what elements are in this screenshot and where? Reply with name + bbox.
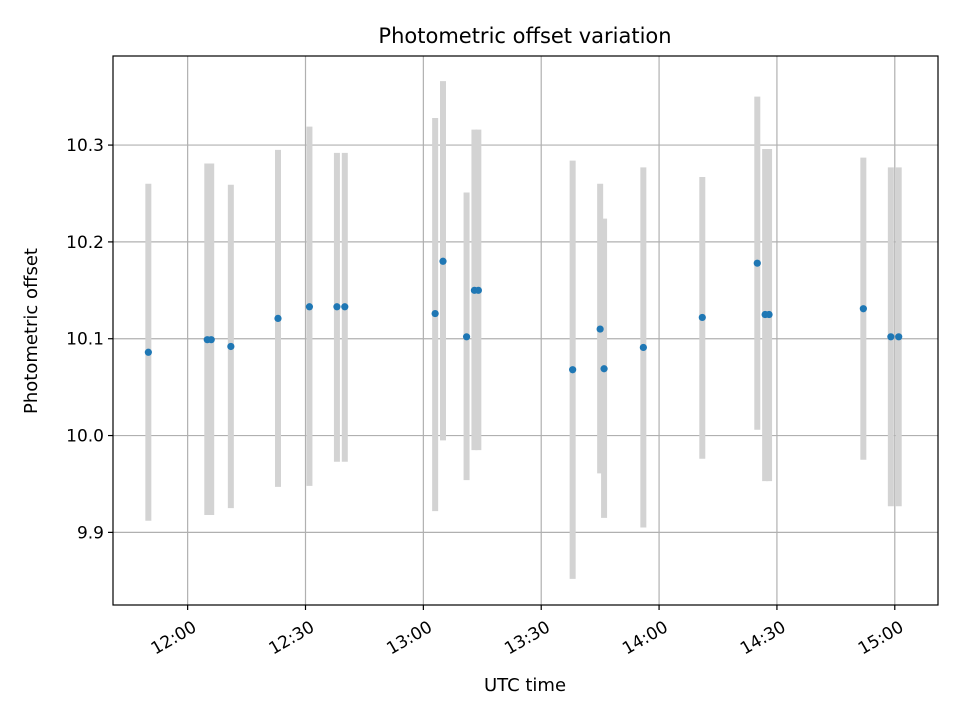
data-point xyxy=(887,333,895,341)
data-point xyxy=(439,257,447,265)
data-point xyxy=(859,305,867,313)
y-tick-label: 10.1 xyxy=(66,330,104,350)
data-point xyxy=(895,333,903,341)
data-point xyxy=(431,309,439,318)
x-axis-label: UTC time xyxy=(484,675,566,696)
data-point xyxy=(639,343,647,352)
data-point xyxy=(765,310,773,319)
data-point xyxy=(462,333,471,341)
data-point xyxy=(753,259,761,267)
y-tick-label: 10.2 xyxy=(66,233,104,253)
plot-frame xyxy=(112,55,939,606)
data-point xyxy=(274,314,282,322)
data-point xyxy=(144,348,152,356)
chart-title: Photometric offset variation xyxy=(378,24,671,48)
data-point xyxy=(600,365,608,373)
y-tick-label: 10.0 xyxy=(66,427,104,447)
data-point xyxy=(207,336,215,344)
data-point xyxy=(333,303,341,311)
data-point xyxy=(596,325,604,333)
data-point xyxy=(569,366,577,374)
y-tick-label: 9.9 xyxy=(77,523,104,543)
data-point xyxy=(305,303,314,311)
y-tick-label: 10.3 xyxy=(66,136,104,156)
data-points xyxy=(144,257,903,374)
y-axis: 9.9 10.0 10.1 10.2 10.3 xyxy=(66,136,113,543)
grid xyxy=(113,56,938,605)
data-point xyxy=(227,342,235,351)
data-point xyxy=(341,303,349,311)
y-axis-label: Photometric offset xyxy=(21,248,42,414)
data-point xyxy=(474,286,482,294)
data-point xyxy=(698,313,706,322)
